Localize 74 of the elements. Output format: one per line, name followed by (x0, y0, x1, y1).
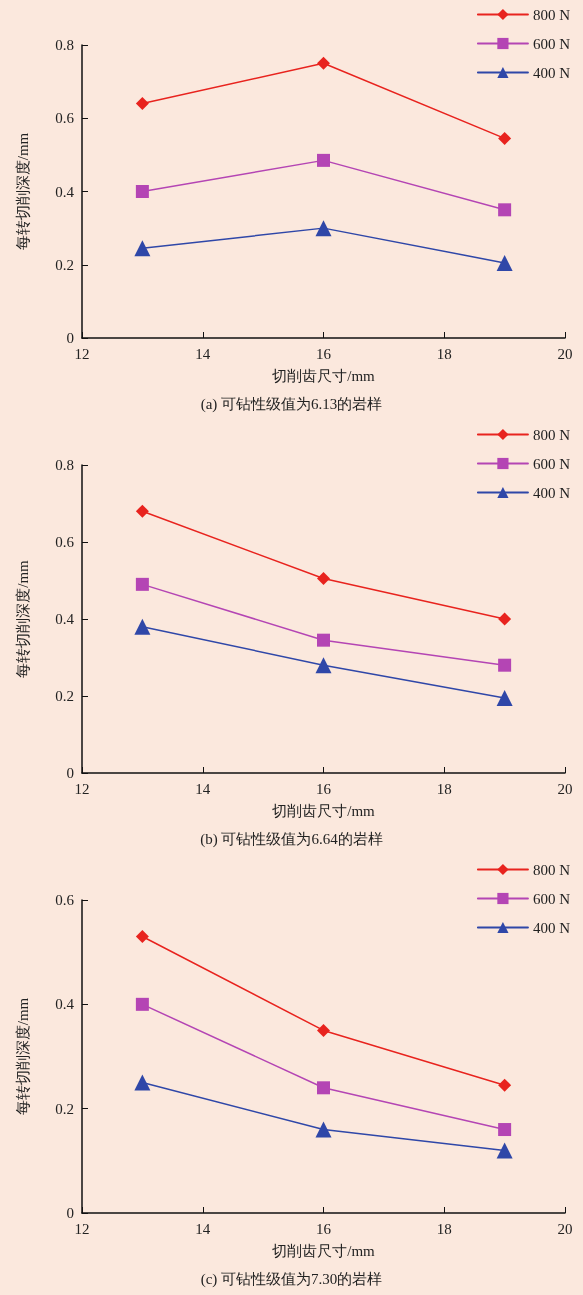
point (317, 56, 330, 70)
point (315, 220, 332, 237)
x-tick-label: 18 (436, 780, 452, 797)
x-tick-label: 14 (195, 345, 211, 362)
x-tick-label: 16 (316, 345, 332, 362)
y-tick-label: 0.4 (55, 611, 75, 627)
x-tick-label: 18 (436, 345, 452, 362)
point (498, 1123, 512, 1137)
legend-label: 800 N (532, 861, 571, 878)
y-tick-label: 0.2 (55, 688, 74, 704)
point (134, 240, 151, 257)
point (317, 572, 330, 586)
point (317, 633, 330, 647)
y-tick-label: 0.6 (55, 534, 75, 550)
point (315, 1121, 332, 1138)
point (317, 1081, 330, 1095)
point (498, 203, 512, 217)
point (135, 930, 149, 944)
x-tick-label: 12 (74, 345, 90, 362)
x-axis-title: 切削齿尺寸/mm (272, 367, 376, 384)
y-axis-title: 每转切削深度/mm (14, 559, 31, 678)
x-axis-title: 切削齿尺寸/mm (272, 802, 376, 819)
point (135, 504, 149, 518)
x-tick-label: 16 (316, 1220, 332, 1237)
point (317, 1023, 330, 1037)
point (496, 689, 513, 706)
y-tick-label: 0.8 (55, 457, 74, 473)
point (135, 577, 149, 591)
text: (a) 可钻性级值为6.13的岩样 (200, 395, 383, 413)
point (135, 997, 149, 1011)
legend-label: 800 N (532, 6, 571, 23)
point (134, 618, 151, 635)
text: (b) 可钻性级值为6.64的岩样 (200, 830, 383, 848)
y-tick-label: 0.4 (55, 183, 75, 200)
point (496, 1142, 513, 1159)
x-tick-label: 12 (74, 780, 90, 797)
y-axis-title: 每转切削深度/mm (14, 997, 31, 1116)
x-tick-label: 20 (557, 780, 573, 797)
y-tick-label: 0.8 (55, 37, 74, 53)
y-tick-label: 0.6 (55, 110, 75, 127)
x-tick-label: 16 (316, 780, 332, 797)
x-tick-label: 18 (436, 1220, 452, 1237)
point (498, 1078, 512, 1092)
x-tick-label: 14 (195, 1220, 211, 1237)
x-tick-label: 20 (557, 1220, 573, 1237)
legend-label: 400 N (532, 919, 571, 936)
point (135, 185, 149, 198)
y-tick-label: 0 (66, 1205, 74, 1221)
legend-label: 400 N (532, 64, 571, 81)
y-tick-label: 0.2 (55, 1100, 74, 1117)
point (134, 1074, 151, 1091)
y-axis-title: 每转切削深度/mm (14, 132, 31, 251)
y-tick-label: 0 (66, 330, 74, 346)
y-tick-label: 0.4 (55, 996, 75, 1013)
text: (c) 可钻性级值为7.30的岩样 (200, 1270, 383, 1288)
y-tick-label: 0.6 (55, 892, 75, 908)
point (498, 612, 512, 626)
x-tick-label: 14 (195, 780, 211, 797)
y-tick-label: 0.2 (55, 256, 74, 273)
legend-label: 600 N (532, 890, 571, 907)
point (498, 131, 512, 145)
point (315, 657, 332, 674)
point (496, 254, 513, 271)
legend-label: 600 N (532, 35, 571, 52)
y-tick-label: 0 (66, 765, 74, 781)
legend-label: 800 N (532, 426, 571, 443)
point (317, 153, 330, 167)
point (498, 658, 512, 672)
x-tick-label: 12 (74, 1220, 90, 1237)
legend-label: 600 N (532, 455, 571, 472)
x-tick-label: 20 (557, 345, 573, 362)
point (135, 97, 149, 111)
legend-label: 400 N (532, 484, 571, 501)
x-axis-title: 切削齿尺寸/mm (272, 1242, 376, 1259)
